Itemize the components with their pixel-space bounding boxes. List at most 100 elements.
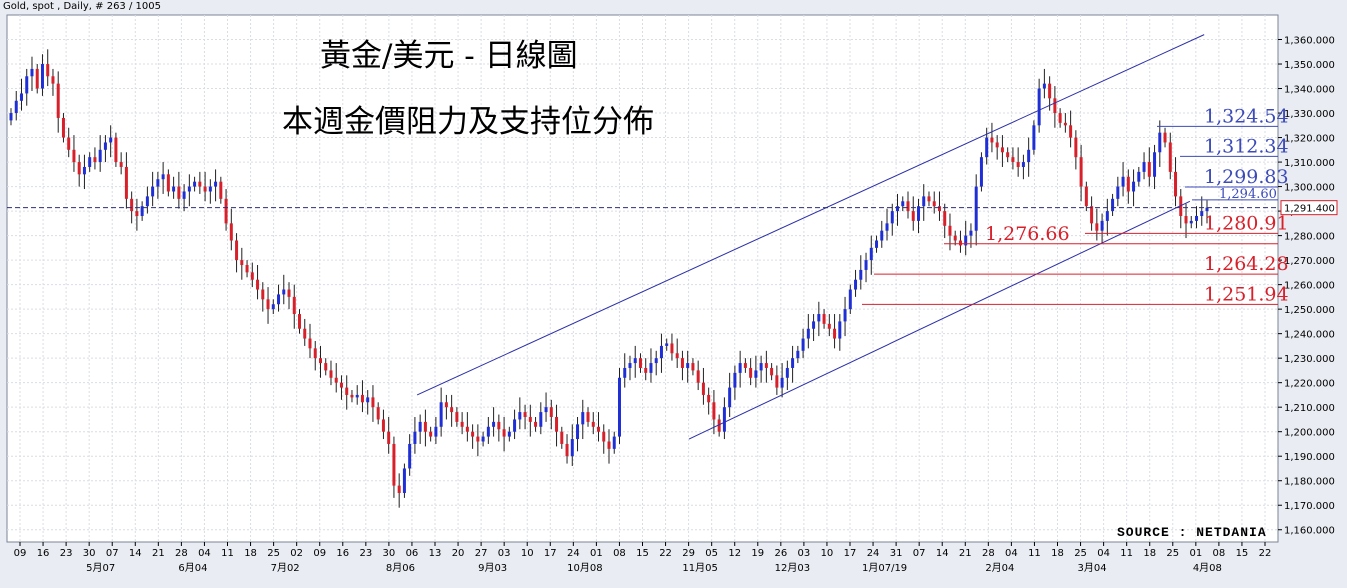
candle-body bbox=[1105, 211, 1109, 221]
x-tick-label: 09 bbox=[14, 548, 27, 559]
candle-body bbox=[979, 157, 983, 187]
x-tick-label: 24 bbox=[567, 548, 580, 559]
candle-body bbox=[497, 421, 501, 430]
candle-body bbox=[680, 358, 684, 368]
y-tick-label: 1,210.000 bbox=[1284, 403, 1335, 414]
candle-body bbox=[539, 412, 543, 427]
candle-body bbox=[166, 174, 170, 192]
candle-body bbox=[555, 416, 559, 432]
candle-body bbox=[565, 443, 569, 457]
candle-body bbox=[885, 223, 889, 231]
y-tick-label: 1,190.000 bbox=[1284, 452, 1335, 463]
candle-body bbox=[161, 174, 165, 180]
x-tick-label: 11 bbox=[1028, 548, 1041, 559]
candle-body bbox=[859, 269, 863, 280]
candle-body bbox=[51, 76, 55, 84]
candle-body bbox=[250, 272, 254, 280]
candle-body bbox=[282, 289, 286, 295]
chart-subtitle: 本週金價阻力及支持位分佈 bbox=[282, 104, 654, 140]
x-tick-label: 04 bbox=[1005, 548, 1018, 559]
candle-body bbox=[518, 412, 522, 420]
candle-body bbox=[969, 230, 973, 236]
candle-body bbox=[649, 363, 653, 373]
candle-body bbox=[439, 402, 443, 427]
channel-upper-line bbox=[416, 34, 1205, 396]
candle-body bbox=[313, 348, 317, 359]
candle-body bbox=[1137, 171, 1141, 182]
x-tick-label: 31 bbox=[890, 548, 903, 559]
candle-body bbox=[623, 367, 627, 378]
x-tick-label: 11 bbox=[1120, 548, 1133, 559]
x-tick-label: 23 bbox=[359, 548, 372, 559]
candle-body bbox=[943, 211, 947, 226]
candle-body bbox=[722, 407, 726, 432]
candle-body bbox=[292, 296, 296, 315]
resistance-label: 1,324.54 bbox=[1204, 105, 1289, 127]
x-tick-label: 15 bbox=[636, 548, 649, 559]
x-tick-label: 03 bbox=[498, 548, 511, 559]
y-tick-label: 1,230.000 bbox=[1284, 354, 1335, 365]
candle-body bbox=[958, 240, 962, 246]
candle-body bbox=[492, 421, 496, 427]
support-label: 1,276.66 bbox=[985, 223, 1070, 245]
candle-body bbox=[1174, 171, 1178, 197]
month-label: 2月04 bbox=[985, 562, 1014, 574]
candle-body bbox=[843, 309, 847, 322]
resistance-label: 1,312.34 bbox=[1204, 135, 1289, 157]
y-tick-label: 1,200.000 bbox=[1284, 428, 1335, 439]
candle-body bbox=[869, 247, 873, 261]
candle-body bbox=[98, 149, 102, 163]
candle-body bbox=[371, 397, 375, 408]
candle-body bbox=[1189, 220, 1193, 224]
candle-body bbox=[801, 338, 805, 351]
month-label: 10月08 bbox=[567, 562, 602, 574]
candle-body bbox=[964, 235, 968, 246]
candle-body bbox=[381, 419, 385, 432]
plot-area bbox=[6, 14, 1279, 543]
candle-body bbox=[759, 363, 763, 371]
candle-body bbox=[1074, 137, 1078, 158]
candle-body bbox=[1142, 162, 1146, 172]
candle-body bbox=[560, 431, 564, 444]
candle-body bbox=[796, 350, 800, 359]
candle-body bbox=[743, 363, 747, 368]
candle-body bbox=[334, 377, 338, 383]
y-tick-label: 1,350.000 bbox=[1284, 60, 1335, 71]
x-tick-label: 15 bbox=[1236, 548, 1249, 559]
x-tick-label: 14 bbox=[936, 548, 949, 559]
candle-body bbox=[486, 426, 490, 437]
candle-body bbox=[738, 363, 742, 373]
x-tick-label: 07 bbox=[913, 548, 926, 559]
candle-body bbox=[638, 358, 642, 368]
candle-body bbox=[1153, 152, 1157, 177]
y-tick-label: 1,280.000 bbox=[1284, 232, 1335, 243]
candle-body bbox=[219, 181, 223, 199]
candle-body bbox=[40, 64, 44, 89]
candle-body bbox=[534, 421, 538, 427]
x-tick-label: 14 bbox=[129, 548, 142, 559]
candle-body bbox=[544, 407, 548, 413]
candle-body bbox=[1042, 83, 1046, 89]
month-label: 8月06 bbox=[386, 562, 415, 574]
y-tick-label: 1,360.000 bbox=[1284, 36, 1335, 47]
month-label: 7月02 bbox=[271, 562, 300, 574]
y-tick-label: 1,270.000 bbox=[1284, 256, 1335, 267]
candle-body bbox=[911, 211, 915, 221]
x-tick-label: 02 bbox=[290, 548, 303, 559]
candle-body bbox=[423, 421, 427, 432]
candle-body bbox=[298, 314, 302, 329]
candle-body bbox=[266, 299, 270, 310]
candle-body bbox=[402, 468, 406, 493]
candle-body bbox=[665, 343, 669, 346]
candle-body bbox=[1000, 147, 1004, 153]
candle-body bbox=[633, 358, 637, 364]
x-tick-label: 10 bbox=[521, 548, 534, 559]
candle-body bbox=[953, 235, 957, 241]
candle-body bbox=[1179, 196, 1183, 216]
candle-body bbox=[628, 363, 632, 368]
candle-body bbox=[224, 198, 228, 224]
candle-body bbox=[151, 186, 155, 197]
x-tick-label: 21 bbox=[152, 548, 165, 559]
candle-body bbox=[366, 397, 370, 403]
